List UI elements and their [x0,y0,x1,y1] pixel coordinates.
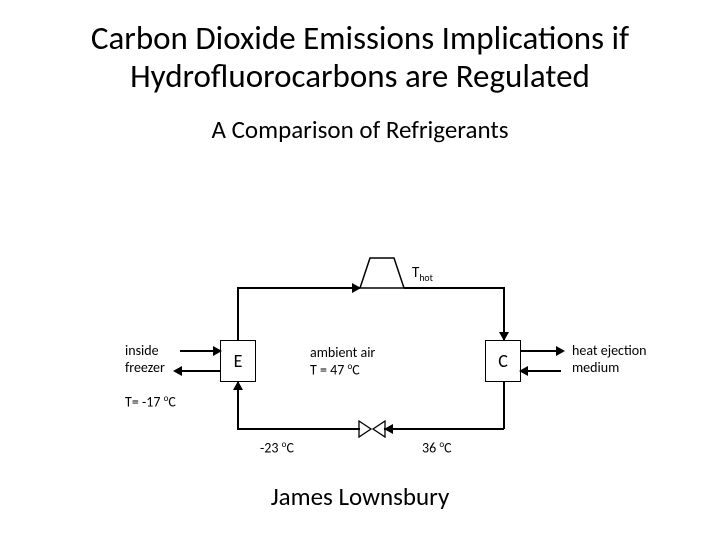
inside-freezer-label: inside freezer [125,343,165,377]
slide-subtitle: A Comparison of Refrigerants [0,114,720,145]
refrigeration-cycle-diagram: E C Thot insid [0,250,720,470]
line-bottom-left [237,428,360,430]
arrow-into-condenser [499,332,509,341]
compressor-icon [358,256,406,290]
c-ext-bot-arrow [519,366,528,376]
arrow-into-evaporator [233,381,243,390]
evaporator-box: E [220,340,256,382]
t-hot-label: Thot [412,264,433,285]
evaporator-label: E [234,350,243,372]
heat-ejection-label: heat ejection medium [572,343,647,377]
c-ext-top-arrow [556,346,565,356]
e-ext-top-arrow [213,346,222,356]
condenser-label: C [498,350,508,372]
line-e-up [237,288,239,340]
arrow-into-valve [384,424,393,434]
c-ext-top [521,350,561,352]
ambient-air-label: ambient air T = 47 oC [310,345,375,379]
line-top-right [404,287,504,289]
t-high-label: 36 oC [422,440,452,457]
t-evap-label: T= -17 oC [125,394,176,411]
arrow-into-compressor [352,283,361,293]
e-ext-bot-arrow [173,366,182,376]
expansion-valve-icon [358,420,386,438]
line-c-down2 [503,382,505,429]
author-name: James Lownsbury [0,481,720,512]
e-ext-bot [180,370,220,372]
condenser-box: C [485,340,521,382]
slide-title: Carbon Dioxide Emissions Implications if… [0,0,720,96]
line-bottom-right [384,428,504,430]
line-top-left [237,287,360,289]
t-low-label: -23 oC [260,440,294,457]
